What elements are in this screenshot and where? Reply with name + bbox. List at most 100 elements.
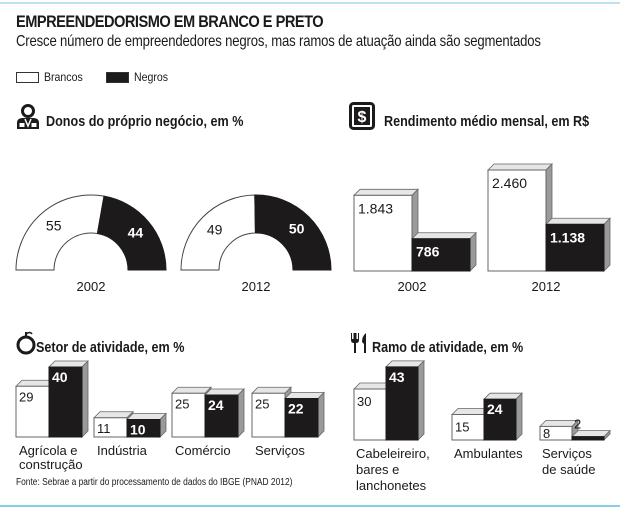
sector-category-label: Comércio [175, 443, 231, 458]
sector-bar-negros [48, 360, 89, 438]
branch-bar-negros-side [417, 359, 425, 441]
income-bar-negros-front [545, 223, 605, 272]
legend-item-negros: Negros [106, 70, 173, 84]
infographic-subtitle: Cresce número de empreendedores negros, … [16, 33, 541, 50]
income-bar-negros-top [545, 217, 611, 225]
sector-bar-negros-side [237, 388, 245, 438]
branch-bar-negros [483, 392, 523, 441]
sector-bar-negros-top [126, 413, 167, 420]
sector-bar-negros-top [204, 388, 245, 396]
sector-value-brancos: 25 [175, 396, 189, 411]
source-note: Fonte: Sebrae a partir do processamento … [16, 477, 293, 488]
sector-value-negros: 10 [130, 422, 146, 438]
legend-swatch-brancos [16, 71, 39, 83]
income-value-negros: 1.138 [550, 229, 585, 245]
branch-category-label: Ambulantes [454, 446, 523, 461]
branch-bar-negros-side [515, 392, 523, 441]
sector-bar-negros-front [126, 419, 161, 438]
branch-value-negros: 24 [487, 401, 503, 417]
branch-bar-negros-front [571, 436, 605, 441]
income-bar-negros [411, 231, 477, 272]
income-value-brancos: 2.460 [492, 175, 527, 191]
sector-value-brancos: 25 [255, 396, 269, 411]
sector-category-label: Agrícola e [19, 443, 78, 458]
branch-bar-negros [385, 359, 425, 441]
branch-bar-negros-front [483, 398, 517, 441]
sector-bar-negros-top [48, 360, 89, 368]
income-bar-brancos [353, 188, 419, 272]
income-bar-negros-side [603, 217, 611, 272]
owners-chart-title: Donos do próprio negócio, em % [46, 113, 244, 130]
branch-bar-negros-top [385, 360, 425, 368]
branch-value-brancos: 15 [455, 420, 469, 435]
top-divider [0, 2, 620, 4]
sector-value-brancos: 29 [19, 389, 33, 404]
sector-bar-brancos-top [171, 386, 212, 394]
gauge-value-brancos: 55 [46, 218, 62, 234]
person-icon [17, 104, 39, 129]
income-bar-brancos-top [487, 163, 553, 171]
branch-value-negros: 2 [574, 417, 581, 432]
sector-bar-brancos-front [15, 385, 50, 438]
gauge-segment-brancos [15, 194, 105, 271]
gauge-year-label: 2002 [77, 279, 106, 294]
legend: Brancos Negros [16, 70, 191, 84]
branch-value-negros: 43 [389, 369, 405, 385]
gauge-segment-brancos [180, 194, 256, 271]
branch-bar-brancos-front [451, 414, 485, 441]
sector-chart-title: Setor de atividade, em % [36, 339, 185, 356]
income-bar-brancos-top [353, 188, 419, 196]
sector-bar-negros-front [284, 398, 319, 438]
branch-category-label: bares e [356, 462, 399, 477]
gauge-value-negros: 50 [289, 221, 305, 237]
branch-category-label: de saúde [542, 462, 596, 477]
income-bar-negros-side [469, 231, 477, 272]
income-bar-negros-top [411, 232, 477, 240]
income-year-label: 2012 [532, 279, 561, 294]
sector-category-label: Serviços [255, 443, 305, 458]
branch-category-label: Cabeleireiro, [356, 446, 430, 461]
legend-item-brancos: Brancos [16, 70, 88, 84]
income-bar-brancos-front [353, 194, 413, 272]
branch-bar-negros [571, 429, 611, 441]
sector-bar-negros-top [284, 392, 325, 399]
apple-icon [16, 331, 36, 355]
branch-category-label: Serviços [542, 446, 592, 461]
sector-bar-negros-front [48, 366, 83, 438]
infographic-title: EMPREENDEDORISMO EM BRANCO E PRETO [16, 12, 324, 31]
branch-bar-negros-front [385, 366, 419, 441]
income-bar-negros [545, 217, 611, 272]
gauge-segment-negros [254, 194, 332, 271]
income-bar-brancos [487, 163, 553, 272]
sector-bar-negros [204, 388, 245, 438]
legend-label-negros: Negros [134, 70, 169, 84]
sector-value-negros: 24 [208, 397, 224, 413]
svg-text:$: $ [358, 109, 367, 126]
sector-bar-brancos-front [171, 392, 206, 438]
sector-bar-brancos-top [251, 386, 292, 394]
branch-bar-brancos-front [539, 425, 573, 441]
sector-bar-negros [284, 391, 325, 438]
sector-bar-brancos-top [93, 411, 134, 419]
gauge-segment-negros [96, 195, 167, 271]
dollar-sign-icon: $ [349, 102, 375, 130]
legend-label-brancos: Brancos [44, 70, 83, 84]
branch-value-brancos: 8 [543, 426, 550, 441]
sector-bar-negros [126, 412, 167, 438]
sector-value-brancos: 11 [97, 421, 111, 436]
income-year-label: 2002 [398, 279, 427, 294]
income-value-brancos: 1.843 [358, 200, 393, 216]
branch-category-label: lanchonetes [356, 478, 427, 493]
sector-bar-negros-side [81, 360, 89, 438]
sector-category-label: construção [19, 457, 83, 472]
gauge-value-negros: 44 [128, 225, 144, 241]
income-bar-negros-front [411, 238, 471, 272]
income-bar-brancos-front [487, 169, 547, 272]
branch-chart-title: Ramo de atividade, em % [372, 339, 524, 356]
legend-swatch-negros [106, 71, 130, 83]
sector-bar-negros-front [204, 394, 239, 438]
sector-category-label: Indústria [97, 443, 148, 458]
income-chart-title: Rendimento médio mensal, em R$ [384, 113, 590, 130]
bottom-divider [0, 505, 620, 507]
